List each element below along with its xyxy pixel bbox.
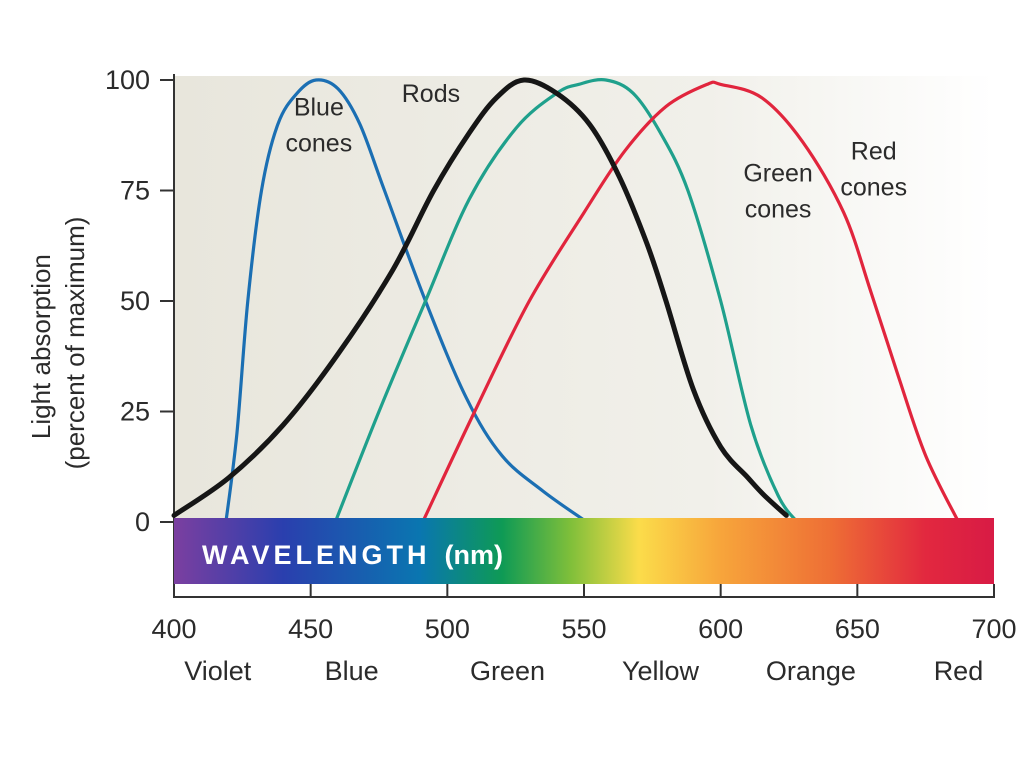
color-name-label: Blue [325,656,379,686]
series-label-line: cones [840,174,907,202]
y-axis-title-line-2: (percent of maximum) [60,217,90,470]
y-tick-label: 100 [105,65,150,95]
y-axis-title-line-1: Light absorption [26,254,56,439]
x-tick-label: 450 [288,614,333,644]
color-name-label: Green [470,656,545,686]
series-label: Rods [402,80,460,108]
y-tick-label: 25 [120,397,150,427]
band-title-unit: (nm) [445,540,503,570]
series-label-line: Green [743,160,812,188]
series-label: Green cones [743,160,812,224]
band-title: WAVELENGTH (nm) [202,540,503,570]
x-tick-label: 500 [425,614,470,644]
axes: 0 25 50 75 100 400 450 500 550 600 650 700 [105,65,1017,644]
color-name-label: Violet [184,656,252,686]
color-name-label: Orange [766,656,856,686]
series-line [333,78,799,524]
series-line [224,78,589,524]
series-label: Red cones [840,138,907,202]
spectrum-band [174,518,994,584]
series-label-line: Blue [294,93,344,121]
y-tick-label: 0 [135,507,150,537]
color-name-label: Red [934,656,984,686]
y-tick-label: 50 [120,286,150,316]
series-label-line: cones [745,196,812,224]
series-label-line: Red [851,138,897,166]
series-label: Blue cones [286,93,353,157]
x-tick-label: 550 [561,614,606,644]
y-tick-label: 75 [120,176,150,206]
color-name-label: Yellow [622,656,700,686]
x-tick-label: 600 [698,614,743,644]
y-axis-title: Light absorption (percent of maximum) [26,217,90,470]
band-title-main: WAVELENGTH [202,540,431,570]
series-line [421,80,961,524]
x-tick-label: 700 [971,614,1016,644]
x-tick-label: 650 [835,614,880,644]
x-tick-label: 400 [151,614,196,644]
series-label-line: cones [286,129,353,157]
plot-background [174,76,994,522]
series-label-line: Rods [402,80,460,108]
series-line [171,77,789,518]
curves [171,77,961,524]
